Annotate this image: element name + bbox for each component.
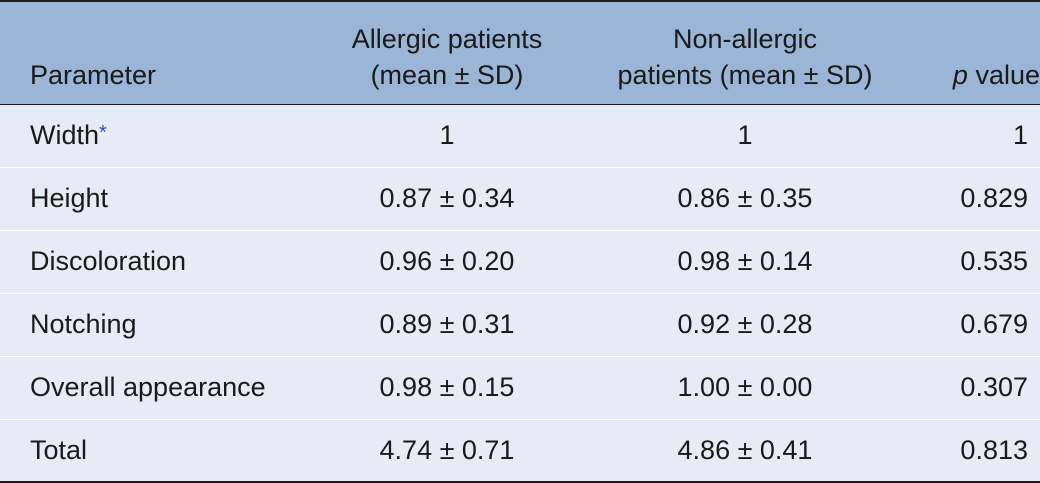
row-allergic-value: 0.89 ± 0.31 bbox=[379, 309, 515, 339]
table-row: Discoloration 0.96 ± 0.20 0.98 ± 0.14 0.… bbox=[0, 230, 1040, 293]
row-nonallergic-value: 4.86 ± 0.41 bbox=[677, 434, 813, 465]
row-nonallergic-value: 0.92 ± 0.28 bbox=[677, 309, 813, 339]
row-p-value: 0.307 bbox=[960, 372, 1028, 402]
table-body: Width* 1 1 1 Height 0.87 ± 0.34 0.86 ± 0… bbox=[0, 104, 1040, 482]
header-p-value: p value bbox=[934, 1, 1040, 104]
row-parameter-label: Width bbox=[30, 120, 100, 150]
row-nonallergic-value: 1 bbox=[737, 120, 753, 150]
row-p-value: 1 bbox=[1012, 120, 1028, 150]
header-nonallergic: Non-allergic patients (mean ± SD) bbox=[556, 1, 934, 104]
row-allergic-value: 1 bbox=[439, 120, 455, 150]
row-allergic-value: 0.98 ± 0.15 bbox=[379, 372, 515, 402]
row-parameter: Notching bbox=[30, 309, 137, 339]
row-p-value: 0.829 bbox=[960, 183, 1028, 213]
header-allergic-line2: (mean ± SD) bbox=[370, 59, 524, 90]
row-p-value: 0.535 bbox=[960, 246, 1028, 276]
table-row: Overall appearance 0.98 ± 0.15 1.00 ± 0.… bbox=[0, 356, 1040, 419]
header-p-rest: value bbox=[967, 59, 1040, 90]
header-allergic: Allergic patients (mean ± SD) bbox=[338, 1, 556, 104]
row-parameter: Overall appearance bbox=[30, 372, 266, 402]
footnote-marker[interactable]: * bbox=[99, 122, 107, 144]
row-allergic-value: 0.87 ± 0.34 bbox=[379, 183, 515, 213]
header-p-italic: p bbox=[952, 59, 968, 90]
table-row: Notching 0.89 ± 0.31 0.92 ± 0.28 0.679 bbox=[0, 293, 1040, 356]
row-allergic-value: 4.74 ± 0.71 bbox=[379, 434, 515, 465]
row-parameter: Total bbox=[30, 434, 88, 465]
table-row: Width* 1 1 1 bbox=[0, 104, 1040, 167]
table-row: Total 4.74 ± 0.71 4.86 ± 0.41 0.813 bbox=[0, 419, 1040, 482]
row-parameter: Height bbox=[30, 183, 109, 213]
row-allergic-value: 0.96 ± 0.20 bbox=[379, 246, 515, 276]
header-nonallergic-line2: patients (mean ± SD) bbox=[617, 59, 873, 90]
row-p-value: 0.813 bbox=[960, 434, 1028, 465]
row-nonallergic-value: 1.00 ± 0.00 bbox=[677, 372, 813, 402]
row-parameter: Width* bbox=[0, 104, 338, 167]
header-allergic-line1: Allergic patients bbox=[351, 23, 543, 54]
header-row: Parameter Allergic patients (mean ± SD) … bbox=[0, 1, 1040, 104]
header-nonallergic-line1: Non-allergic bbox=[672, 23, 818, 54]
header-parameter: Parameter bbox=[30, 59, 157, 90]
row-nonallergic-value: 0.86 ± 0.35 bbox=[677, 183, 813, 213]
row-parameter: Discoloration bbox=[30, 246, 187, 276]
row-p-value: 0.679 bbox=[960, 309, 1028, 339]
table-header: Parameter Allergic patients (mean ± SD) … bbox=[0, 1, 1040, 104]
table-row: Height 0.87 ± 0.34 0.86 ± 0.35 0.829 bbox=[0, 167, 1040, 230]
row-nonallergic-value: 0.98 ± 0.14 bbox=[677, 246, 813, 276]
